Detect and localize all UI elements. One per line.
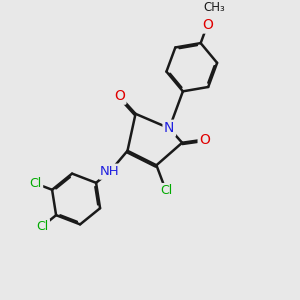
Text: CH₃: CH₃ bbox=[202, 1, 225, 14]
Text: N: N bbox=[164, 121, 175, 135]
Text: CH₃: CH₃ bbox=[203, 1, 225, 14]
Text: Cl: Cl bbox=[36, 220, 49, 233]
Text: O: O bbox=[114, 89, 125, 103]
Text: Cl: Cl bbox=[160, 184, 172, 197]
Text: NH: NH bbox=[100, 165, 120, 178]
Text: O: O bbox=[199, 133, 210, 146]
Text: Cl: Cl bbox=[29, 177, 42, 190]
Text: O: O bbox=[202, 18, 213, 32]
